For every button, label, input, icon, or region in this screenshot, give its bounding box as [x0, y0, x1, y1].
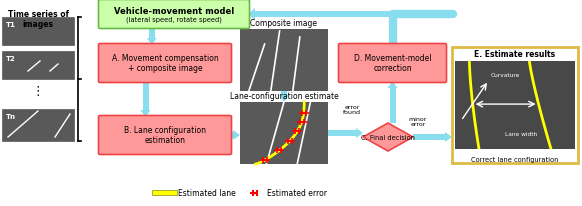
- Text: T2: T2: [6, 56, 16, 62]
- Text: estimation: estimation: [144, 136, 186, 145]
- Bar: [240, 103, 328, 164]
- Text: Curvature: Curvature: [491, 72, 520, 77]
- Bar: [240, 30, 328, 91]
- FancyBboxPatch shape: [339, 44, 446, 83]
- Bar: [281, 91, 287, 96]
- Bar: [389, 89, 396, 123]
- Text: Composite image: Composite image: [250, 19, 318, 28]
- Text: error
found: error found: [343, 104, 361, 115]
- Text: minor
error: minor error: [409, 116, 427, 127]
- Bar: [452, 48, 578, 163]
- Bar: [2, 18, 74, 46]
- Bar: [455, 62, 575, 149]
- Text: Lane-configuration estimate: Lane-configuration estimate: [230, 91, 338, 101]
- Bar: [2, 109, 74, 141]
- Text: D. Movement-model: D. Movement-model: [354, 54, 431, 63]
- Bar: [413, 134, 445, 140]
- Text: Lane width: Lane width: [505, 131, 537, 136]
- Bar: [143, 82, 148, 110]
- Text: Vehicle-movement model: Vehicle-movement model: [114, 6, 234, 15]
- Text: ⋮: ⋮: [32, 85, 44, 98]
- Polygon shape: [248, 9, 255, 21]
- Text: C. Final decision: C. Final decision: [361, 134, 415, 140]
- Text: T1: T1: [6, 22, 16, 28]
- Bar: [2, 52, 74, 80]
- Polygon shape: [147, 39, 157, 46]
- Text: B. Lane configuration: B. Lane configuration: [124, 126, 206, 135]
- Polygon shape: [140, 110, 151, 117]
- Bar: [389, 12, 396, 18]
- Text: Tn: Tn: [6, 114, 16, 119]
- FancyBboxPatch shape: [98, 44, 232, 83]
- Bar: [230, 132, 233, 138]
- Polygon shape: [233, 130, 240, 140]
- Text: A. Movement compensation: A. Movement compensation: [112, 54, 218, 63]
- FancyBboxPatch shape: [98, 116, 232, 155]
- Text: Estimated lane: Estimated lane: [178, 188, 236, 198]
- Polygon shape: [388, 82, 398, 89]
- Polygon shape: [279, 96, 289, 103]
- Bar: [328, 130, 356, 136]
- Text: (lateral speed, rotate speed): (lateral speed, rotate speed): [126, 17, 222, 23]
- Text: correction: correction: [373, 64, 412, 73]
- Bar: [255, 12, 453, 18]
- FancyBboxPatch shape: [98, 0, 250, 29]
- Polygon shape: [445, 132, 452, 142]
- Text: E. Estimate results: E. Estimate results: [474, 50, 556, 59]
- Text: Time series of
images: Time series of images: [8, 10, 69, 29]
- Polygon shape: [363, 123, 413, 151]
- Text: + composite image: + composite image: [127, 64, 203, 73]
- Text: Estimated error: Estimated error: [267, 188, 327, 198]
- Polygon shape: [356, 128, 363, 138]
- Bar: [149, 28, 155, 39]
- Text: Correct lane configuration: Correct lane configuration: [471, 156, 559, 162]
